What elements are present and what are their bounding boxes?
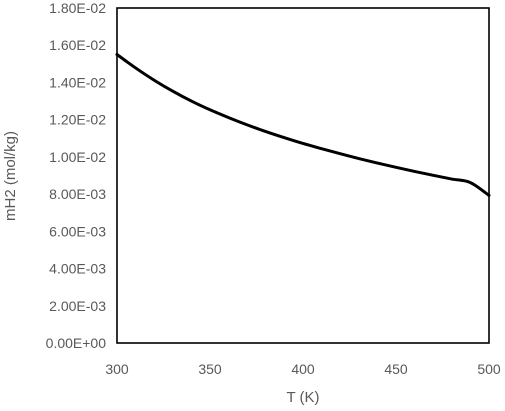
x-tick-label: 400: [291, 361, 315, 377]
y-tick-label: 6.00E-03: [49, 223, 106, 239]
y-tick-label: 4.00E-03: [49, 261, 106, 277]
y-tick-label: 1.60E-02: [49, 37, 106, 53]
y-tick-label: 1.40E-02: [49, 74, 106, 90]
x-tick-label: 450: [384, 361, 408, 377]
x-tick-label: 350: [198, 361, 222, 377]
y-tick-labels: 0.00E+00 2.00E-03 4.00E-03 6.00E-03 8.00E-03…: [46, 0, 107, 351]
y-tick-label: 1.00E-02: [49, 149, 106, 165]
x-tick-label: 300: [105, 361, 129, 377]
y-tick-label: 0.00E+00: [46, 335, 107, 351]
plot-area-frame: [116, 7, 490, 344]
y-tick-label: 8.00E-03: [49, 186, 106, 202]
x-tick-labels: 300 350 400 450 500: [105, 361, 501, 377]
x-tick-label: 500: [477, 361, 501, 377]
y-tick-label: 1.20E-02: [49, 112, 106, 128]
x-axis-title: T (K): [286, 389, 319, 406]
y-tick-label: 1.80E-02: [49, 0, 106, 16]
y-tick-label: 2.00E-03: [49, 298, 106, 314]
series-line: [115, 53, 491, 197]
y-axis-title: mH2 (mol/kg): [2, 131, 19, 221]
